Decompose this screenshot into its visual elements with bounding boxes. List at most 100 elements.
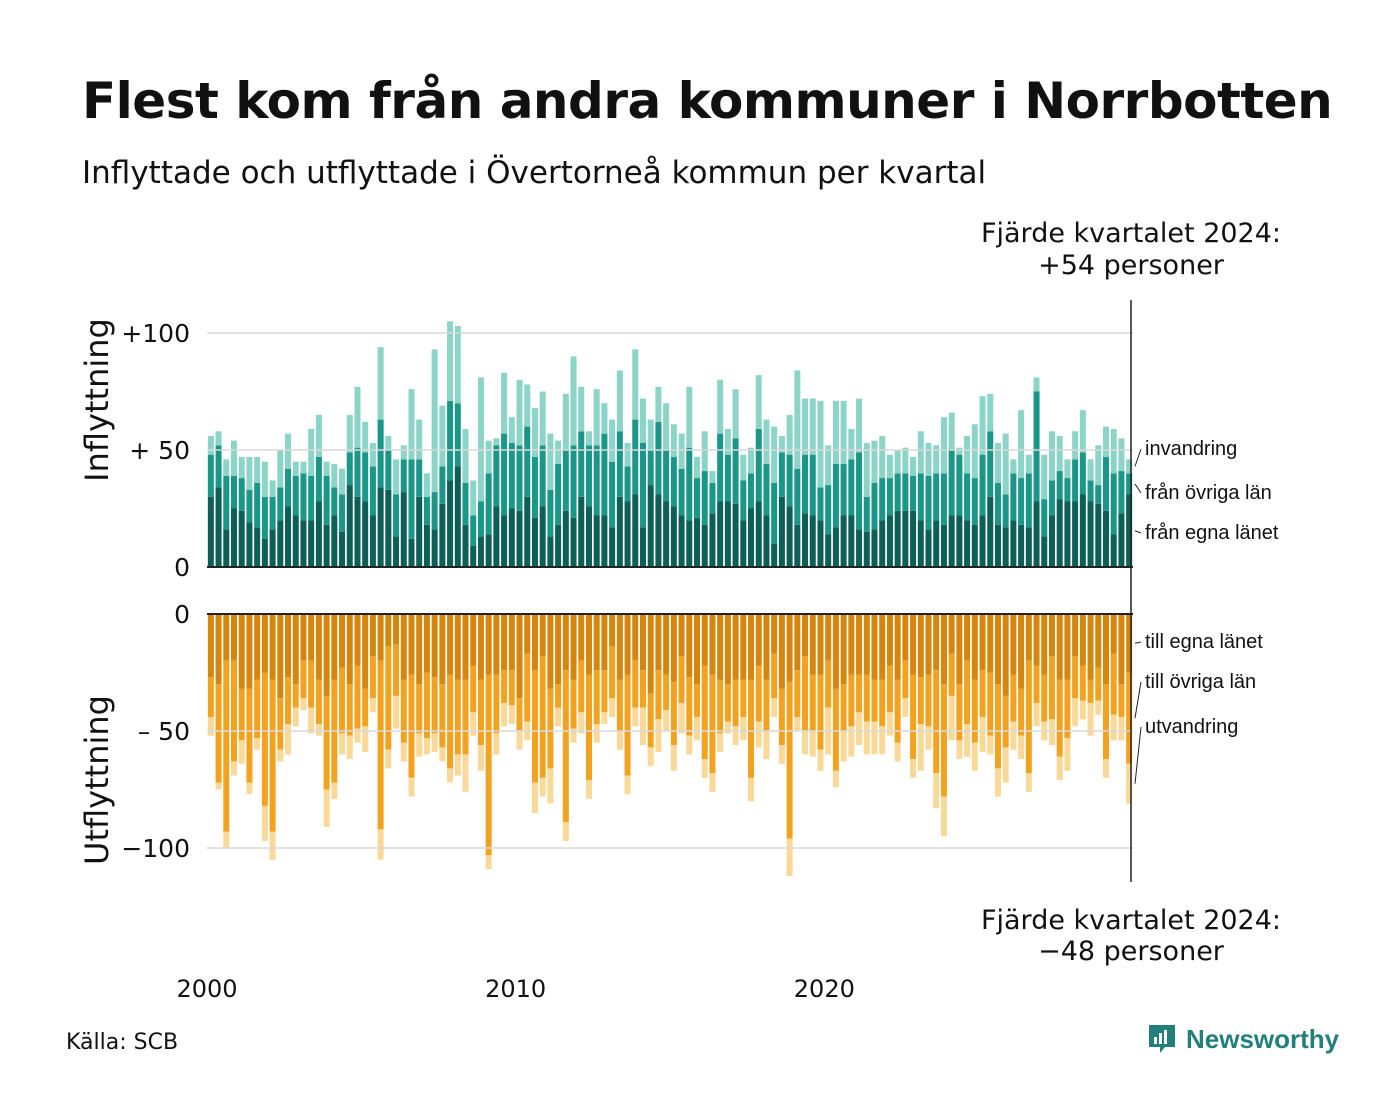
bar-in-other-counties — [308, 475, 315, 521]
bar-in-other-counties — [578, 431, 585, 497]
bar-in-immigration — [508, 417, 515, 443]
brand-logo[interactable]: Newsworthy — [1146, 1022, 1339, 1056]
bar-in-own-county — [1126, 494, 1133, 567]
label-fran-ovriga-lan-leader — [1134, 483, 1142, 494]
bar-in-immigration — [238, 457, 245, 479]
bar-out-own-county — [902, 614, 909, 661]
bar-in-immigration — [755, 375, 762, 429]
bar-in-other-counties — [886, 478, 893, 516]
bar-in-immigration — [555, 440, 562, 465]
bar-out-other-counties — [416, 684, 423, 734]
bar-in-immigration — [632, 349, 639, 420]
bar-in-immigration — [1002, 433, 1009, 495]
bar-in-immigration — [670, 424, 677, 458]
bar-in-immigration — [339, 468, 346, 495]
bar-out-other-counties — [693, 684, 701, 717]
bar-in-own-county — [1072, 501, 1079, 567]
bar-in-immigration — [315, 414, 322, 458]
bar-out-own-county — [531, 614, 538, 671]
bar-in-other-counties — [825, 485, 832, 535]
bar-in-own-county — [987, 496, 994, 567]
bar-in-immigration — [994, 442, 1001, 483]
bar-in-own-county — [1110, 534, 1117, 567]
bar-out-own-county — [454, 614, 461, 680]
label-fran-egna-lanet-leader — [1134, 530, 1142, 534]
bar-out-emigration — [817, 749, 824, 771]
bar-out-own-county — [840, 614, 847, 685]
bar-out-emigration — [1095, 700, 1102, 715]
bar-in-own-county — [447, 480, 454, 567]
bar-in-other-counties — [639, 442, 647, 528]
bar-in-other-counties — [339, 494, 346, 532]
bar-in-other-counties — [709, 482, 716, 514]
bar-in-immigration — [693, 457, 701, 479]
bar-out-emigration — [879, 726, 886, 755]
bar-out-other-counties — [1041, 674, 1048, 722]
bar-in-own-county — [477, 536, 484, 567]
bar-in-own-county — [501, 515, 508, 567]
bar-in-immigration — [1110, 428, 1117, 474]
bar-out-emigration — [246, 782, 253, 795]
bar-in-immigration — [593, 389, 600, 446]
bar-in-other-counties — [447, 400, 454, 481]
bar-out-emigration — [639, 707, 647, 746]
bar-out-other-counties — [1002, 695, 1009, 748]
bar-out-own-county — [1095, 614, 1102, 668]
bar-in-own-county — [971, 524, 978, 567]
bar-out-other-counties — [971, 679, 978, 743]
bar-out-emigration — [346, 735, 353, 760]
bar-out-emigration — [238, 740, 245, 764]
bar-out-emigration — [377, 829, 384, 860]
bar-out-own-county — [493, 614, 500, 675]
bar-out-other-counties — [863, 674, 870, 722]
bar-in-own-county — [886, 515, 893, 567]
bar-in-immigration — [230, 440, 238, 476]
bar-out-own-county — [601, 614, 608, 671]
bar-out-own-county — [477, 614, 484, 680]
bar-out-other-counties — [585, 674, 592, 781]
bar-out-own-county — [570, 614, 577, 680]
bar-out-own-county — [624, 614, 631, 675]
bar-out-own-county — [369, 614, 376, 657]
bar-in-immigration — [778, 435, 785, 453]
bar-out-other-counties — [856, 674, 863, 713]
bar-out-own-county — [1018, 614, 1025, 689]
bar-out-emigration — [771, 698, 778, 717]
bar-out-other-counties — [308, 660, 315, 708]
bar-in-other-counties — [917, 473, 924, 521]
bar-out-emigration — [794, 716, 801, 731]
bar-out-own-county — [354, 614, 361, 666]
bar-out-emigration — [670, 745, 677, 771]
bar-in-own-county — [825, 534, 832, 567]
bar-out-emigration — [740, 716, 747, 741]
bar-out-other-counties — [570, 679, 577, 729]
bar-out-emigration — [393, 695, 400, 729]
bar-out-emigration — [786, 838, 793, 877]
bar-out-own-county — [740, 614, 747, 680]
bar-in-own-county — [639, 527, 647, 567]
bar-out-emigration — [485, 855, 492, 870]
bar-out-emigration — [693, 716, 701, 741]
bar-out-emigration — [971, 742, 978, 771]
bar-in-immigration — [501, 372, 508, 434]
bar-in-own-county — [562, 510, 569, 567]
bar-in-other-counties — [1110, 473, 1117, 535]
bar-in-other-counties — [879, 478, 886, 521]
bar-in-other-counties — [477, 501, 484, 537]
bar-out-own-county — [578, 614, 585, 661]
bar-in-own-county — [809, 515, 816, 567]
bar-out-own-county — [246, 614, 253, 689]
bar-in-immigration — [346, 414, 353, 453]
bar-in-immigration — [447, 321, 454, 401]
bar-out-other-counties — [470, 665, 477, 713]
bar-out-own-county — [894, 614, 901, 680]
bar-in-other-counties — [693, 478, 701, 518]
bar-in-other-counties — [1118, 471, 1125, 514]
bar-out-other-counties — [439, 684, 446, 748]
bar-in-immigration — [616, 370, 623, 432]
bar-in-immigration — [585, 431, 592, 446]
bar-in-own-county — [670, 506, 677, 567]
bar-in-other-counties — [454, 403, 461, 467]
bar-in-immigration — [1095, 445, 1102, 486]
bar-out-other-counties — [215, 684, 222, 783]
